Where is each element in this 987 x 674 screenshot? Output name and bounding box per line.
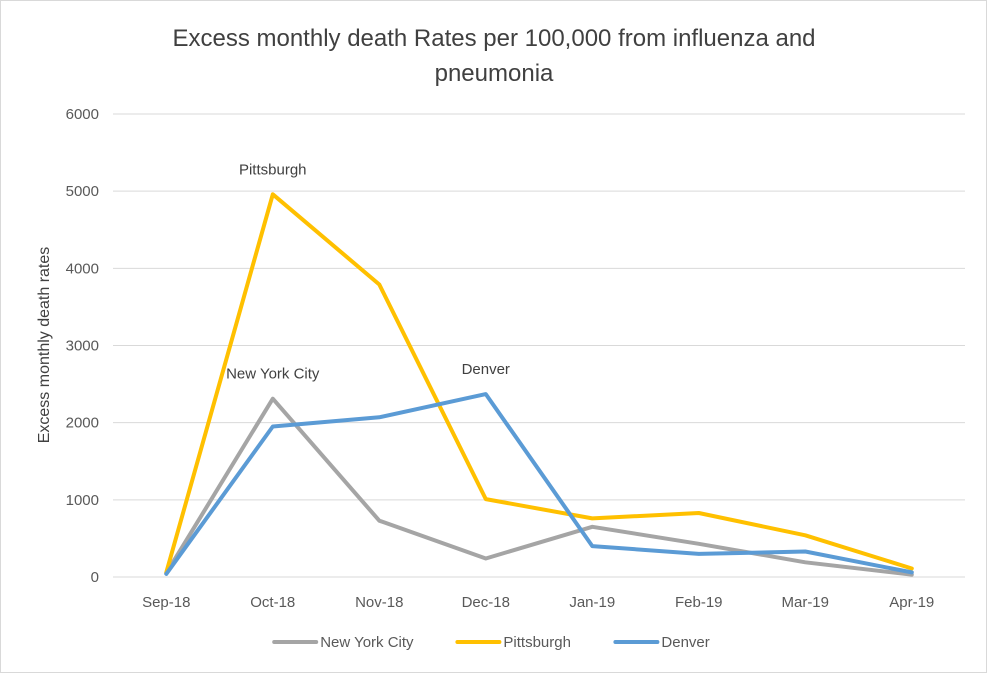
y-tick-label: 2000 xyxy=(66,415,99,432)
series-lines xyxy=(164,192,914,577)
y-tick-labels: 0 1000 2000 3000 4000 5000 6000 xyxy=(66,106,99,586)
legend-label: New York City xyxy=(320,634,414,651)
x-tick-label: Sep-18 xyxy=(142,594,190,611)
y-tick-label: 1000 xyxy=(66,492,99,509)
chart-title-line-2: pneumonia xyxy=(435,60,554,87)
x-tick-label: Feb-19 xyxy=(675,594,723,611)
x-tick-label: Oct-18 xyxy=(250,594,295,611)
x-tick-label: Apr-19 xyxy=(889,594,934,611)
legend-label: Denver xyxy=(661,634,709,651)
data-annotation: Denver xyxy=(462,361,510,378)
x-tick-labels: Sep-18 Oct-18 Nov-18 Dec-18 Jan-19 Feb-19 Mar-… xyxy=(142,594,934,611)
x-tick-label: Nov-18 xyxy=(355,594,403,611)
legend-label: Pittsburgh xyxy=(503,634,571,651)
chart-title-line-1: Excess monthly death Rates per 100,000 f… xyxy=(172,25,815,52)
y-tick-label: 4000 xyxy=(66,260,99,277)
series-line-denver xyxy=(164,392,914,576)
x-tick-label: Dec-18 xyxy=(462,594,510,611)
y-tick-label: 0 xyxy=(91,569,99,586)
series-line-new-york-city xyxy=(164,396,914,577)
legend: New York City Pittsburgh Denver xyxy=(272,634,710,651)
y-axis-title: Excess monthly death rates xyxy=(36,247,53,444)
data-annotation: New York City xyxy=(226,366,320,383)
y-tick-label: 5000 xyxy=(66,183,99,200)
y-tick-label: 6000 xyxy=(66,106,99,123)
data-annotation: Pittsburgh xyxy=(239,161,307,178)
series-line-pittsburgh xyxy=(164,192,914,575)
x-tick-label: Jan-19 xyxy=(569,594,615,611)
gridlines xyxy=(113,113,965,578)
annotations: Pittsburgh New York City Denver xyxy=(226,161,510,382)
x-tick-label: Mar-19 xyxy=(781,594,829,611)
y-tick-label: 3000 xyxy=(66,338,99,355)
